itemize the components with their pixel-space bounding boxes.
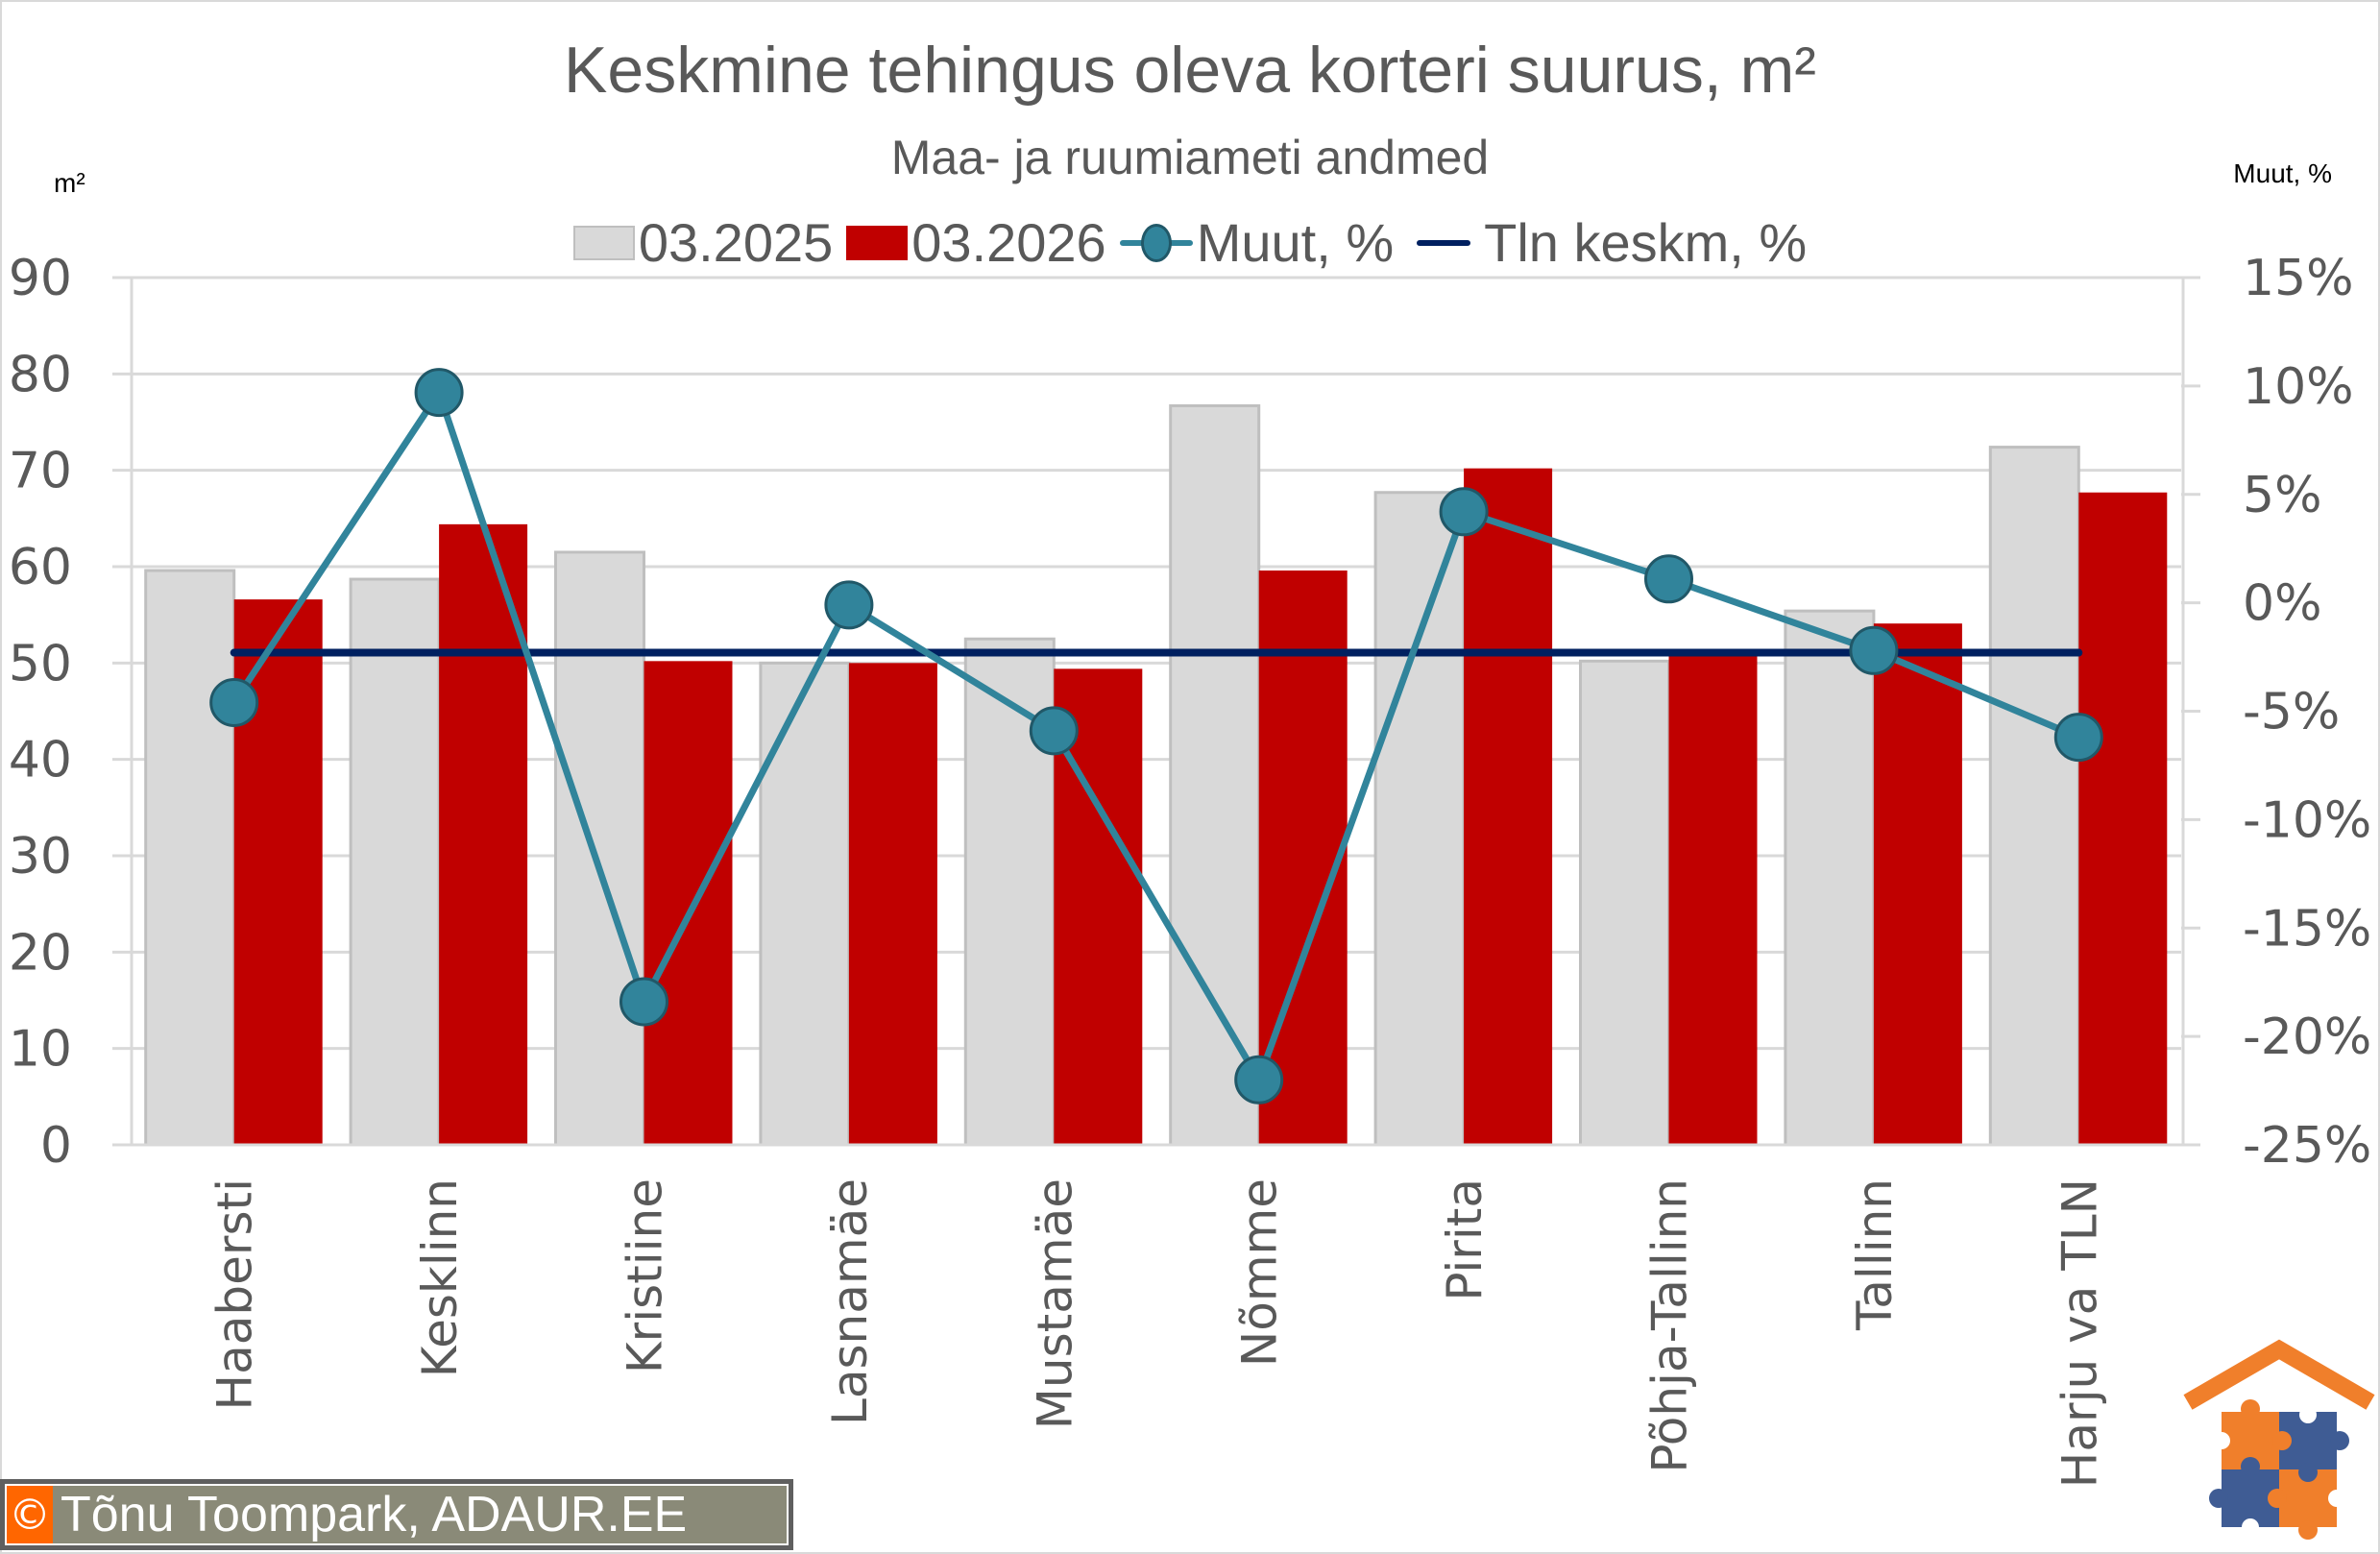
- change-marker: [1644, 554, 1693, 604]
- change-marker: [1234, 1055, 1284, 1105]
- left-axis-tick: 60: [9, 539, 72, 596]
- bar-2026: [848, 663, 937, 1145]
- legend-swatch-gray-icon: [572, 225, 635, 260]
- legend-label: 03.2026: [911, 212, 1106, 273]
- bar-2025: [759, 661, 851, 1147]
- change-marker: [1849, 625, 1899, 675]
- legend: 03.2025 03.2026 Muut, % Tln keskm, %: [0, 211, 2380, 274]
- bar-2026: [644, 661, 733, 1145]
- bar-2025: [554, 550, 645, 1147]
- left-axis-tick: 0: [40, 1117, 72, 1175]
- category-label: Lasnamäe: [822, 1178, 878, 1425]
- right-axis-tick: 15%: [2243, 250, 2354, 307]
- right-axis-tick: 5%: [2243, 467, 2322, 524]
- category-label: Kristiine: [618, 1178, 673, 1373]
- copyright-icon: ©: [7, 1486, 53, 1543]
- bar-2025: [1373, 491, 1466, 1147]
- change-marker: [619, 977, 668, 1027]
- bar-2026: [1873, 623, 1962, 1145]
- left-axis-tick: 70: [9, 443, 72, 500]
- legend-item-2025: 03.2025: [572, 211, 834, 274]
- right-axis-tick: -5%: [2243, 684, 2340, 741]
- legend-line-icon: [1407, 224, 1480, 262]
- left-axis-tick: 90: [9, 250, 72, 307]
- change-marker: [1439, 487, 1489, 537]
- legend-swatch-red-icon: [846, 225, 909, 260]
- bar-2026: [1258, 571, 1348, 1145]
- copyright-text: Tõnu Toompark, ADAUR.EE: [61, 1487, 688, 1542]
- bar-2025: [349, 577, 441, 1147]
- copyright-badge: © Tõnu Toompark, ADAUR.EE: [0, 1479, 793, 1550]
- category-label: Harju va TLN: [2052, 1178, 2107, 1488]
- legend-label: Tln keskm, %: [1484, 212, 1808, 273]
- house-puzzle-logo-icon: [2183, 1339, 2375, 1540]
- bar-2025: [1784, 609, 1876, 1147]
- bar-2025: [1579, 659, 1670, 1147]
- change-marker: [209, 677, 259, 727]
- change-line: [231, 384, 2080, 1088]
- bar-2026: [1464, 468, 1553, 1145]
- right-axis-tick: 0%: [2243, 575, 2322, 633]
- chart-subtitle: Maa- ja ruumiameti andmed: [890, 131, 1490, 184]
- left-axis-tick: 80: [9, 346, 72, 403]
- legend-item-2026: 03.2026: [846, 211, 1106, 274]
- change-marker: [1029, 706, 1079, 756]
- right-axis-tick: -25%: [2243, 1117, 2371, 1175]
- bar-2025: [1169, 403, 1261, 1147]
- change-marker: [2053, 713, 2103, 763]
- right-axis-tick: -15%: [2243, 900, 2371, 958]
- category-label: Pirita: [1437, 1178, 1493, 1301]
- bar-2026: [439, 523, 528, 1145]
- category-label: Mustamäe: [1027, 1178, 1082, 1429]
- category-label: Kesklinn: [412, 1178, 468, 1377]
- bar-2026: [2078, 492, 2168, 1145]
- chart-title: Keskmine tehingus oleva korteri suurus, …: [564, 34, 1816, 107]
- change-marker: [414, 368, 464, 418]
- right-axis-unit: Muut, %: [2233, 158, 2332, 188]
- left-axis-tick: 40: [9, 732, 72, 789]
- category-label: Haabersti: [207, 1178, 263, 1410]
- legend-item-change: Muut, %: [1119, 211, 1395, 274]
- legend-label: 03.2025: [638, 212, 834, 273]
- category-label: Tallinn: [1847, 1178, 1903, 1331]
- left-axis-tick: 10: [9, 1021, 72, 1079]
- bar-2026: [1668, 652, 1758, 1145]
- left-axis-tick: 30: [9, 828, 72, 886]
- right-axis-tick: -10%: [2243, 791, 2371, 849]
- legend-line-marker-icon: [1119, 223, 1193, 262]
- legend-item-tln-avg: Tln keskm, %: [1407, 211, 1807, 274]
- right-axis-tick: -20%: [2243, 1008, 2371, 1066]
- left-axis-tick: 20: [9, 924, 72, 982]
- left-axis-tick: 50: [9, 635, 72, 692]
- right-axis-tick: 10%: [2243, 358, 2354, 416]
- legend-label: Muut, %: [1196, 212, 1395, 273]
- bar-2025: [144, 569, 236, 1147]
- category-label: Nõmme: [1232, 1178, 1288, 1367]
- category-label: Põhja-Tallinn: [1642, 1178, 1698, 1473]
- left-axis-unit: m²: [54, 168, 85, 198]
- bar-2025: [1988, 446, 2080, 1147]
- change-marker: [824, 580, 874, 630]
